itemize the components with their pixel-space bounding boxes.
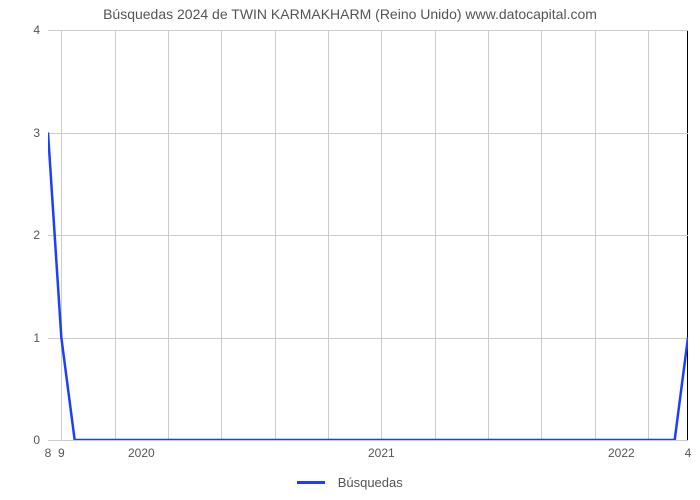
y-tick-label: 2 xyxy=(33,228,48,242)
y-tick-label: 4 xyxy=(33,23,48,37)
legend: Búsquedas xyxy=(0,474,700,492)
x-tick-label: 2020 xyxy=(128,440,155,460)
legend-label: Búsquedas xyxy=(338,475,403,490)
x-edge-label: 8 xyxy=(45,440,52,460)
y-tick-label: 3 xyxy=(33,126,48,140)
x-tick-label: 2022 xyxy=(608,440,635,460)
x-tick-label: 2021 xyxy=(368,440,395,460)
x-edge-label: 9 xyxy=(58,440,65,460)
chart-title: Búsquedas 2024 de TWIN KARMAKHARM (Reino… xyxy=(0,6,700,22)
plot-area: 01234202020212022894 xyxy=(48,30,688,440)
series-line xyxy=(48,30,688,440)
y-tick-label: 1 xyxy=(33,331,48,345)
x-edge-label: 4 xyxy=(685,440,692,460)
legend-swatch xyxy=(297,481,325,484)
